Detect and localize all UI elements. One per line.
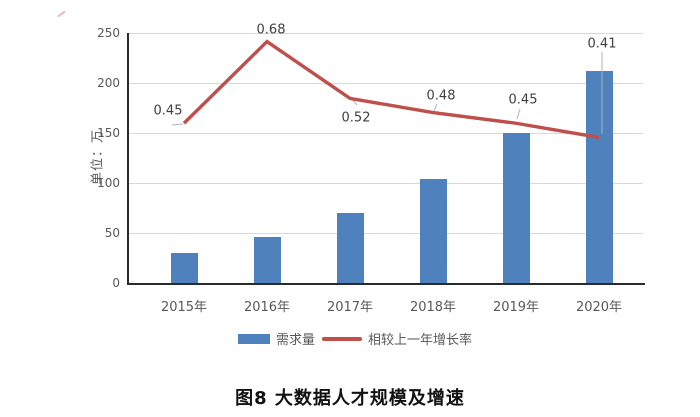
data-label-2018年: 0.48 xyxy=(426,88,456,104)
legend-line-swatch xyxy=(322,336,362,341)
gridline-200 xyxy=(128,83,643,84)
data-label-2017年: 0.52 xyxy=(341,110,371,126)
bar-2015年 xyxy=(170,253,198,283)
gridline-50 xyxy=(128,233,643,234)
bar-2017年 xyxy=(336,213,364,283)
data-label-2020年: 0.41 xyxy=(587,36,617,52)
x-label-2015年: 2015年 xyxy=(160,300,208,315)
growth-line xyxy=(182,39,600,140)
bar-2016年 xyxy=(253,237,281,283)
legend-demand-label: 需求量 xyxy=(275,333,315,348)
gridline-100 xyxy=(128,183,643,184)
y-tick-200: 200 xyxy=(97,76,120,90)
bar-2020年 xyxy=(585,71,613,283)
figure-caption: 图8 大数据人才规模及增速 xyxy=(235,388,465,409)
bar-2018年 xyxy=(419,179,447,283)
y-tick-50: 50 xyxy=(104,226,120,240)
data-label-2019年: 0.45 xyxy=(508,92,538,108)
legend-item-growth: 相较上一年增长率 xyxy=(322,329,472,348)
label-leader-line-4 xyxy=(516,108,521,120)
y-tick-250: 250 xyxy=(97,26,120,40)
label-leader-line-0 xyxy=(171,123,184,126)
gridline-250 xyxy=(128,33,643,34)
x-label-2016年: 2016年 xyxy=(243,300,291,315)
y-axis-line xyxy=(127,33,129,285)
legend-growth-label: 相较上一年增长率 xyxy=(368,333,473,348)
gridline-150 xyxy=(128,133,643,134)
y-tick-150: 150 xyxy=(97,126,120,140)
y-tick-0: 0 xyxy=(112,276,120,290)
label-leader-line-3 xyxy=(433,103,438,112)
x-label-2020年: 2020年 xyxy=(575,300,623,315)
x-axis-line xyxy=(127,283,645,285)
legend: 需求量 相较上一年增长率 xyxy=(0,329,700,348)
legend-bar-swatch xyxy=(237,333,270,344)
data-label-2016年: 0.68 xyxy=(256,22,286,38)
y-tick-100: 100 xyxy=(97,176,120,190)
x-label-2017年: 2017年 xyxy=(326,300,374,315)
bar-2019年 xyxy=(502,133,530,283)
x-label-2018年: 2018年 xyxy=(409,300,457,315)
x-label-2019年: 2019年 xyxy=(492,300,540,315)
legend-item-demand: 需求量 xyxy=(237,329,315,348)
data-label-2015年: 0.45 xyxy=(153,103,183,119)
